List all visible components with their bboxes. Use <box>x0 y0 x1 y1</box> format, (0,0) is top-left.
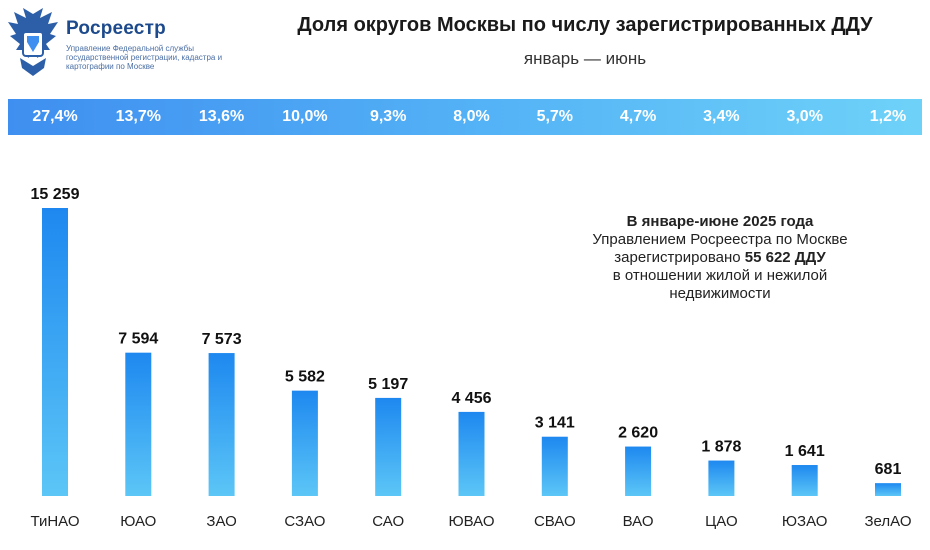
value-label: 3 141 <box>535 415 575 432</box>
bar-ТиНАО <box>42 208 68 496</box>
share-bar: 27,4% 13,7% 13,6% 10,0% 9,3% 8,0% 5,7% 4… <box>8 99 922 135</box>
share-label: 13,7% <box>115 108 161 125</box>
note-line-3: зарегистрировано 55 622 ДДУ <box>540 249 900 267</box>
share-label: 27,4% <box>32 108 78 125</box>
brand-logo: Росреестр Управление Федеральной службы … <box>6 6 236 86</box>
value-label: 1 878 <box>701 439 741 456</box>
value-label: 7 573 <box>202 331 242 348</box>
bar-СВАО <box>541 436 568 496</box>
summary-note: В январе-июне 2025 года Управлением Роср… <box>540 213 900 303</box>
value-label: 5 582 <box>285 369 325 386</box>
value-label: 7 594 <box>118 331 158 348</box>
value-label: 2 620 <box>618 425 658 442</box>
bar-ЦАО <box>708 460 735 496</box>
note-line-5: недвижимости <box>669 285 771 302</box>
category-label: СВАО <box>534 513 576 530</box>
brand-name: Росреестр <box>66 18 166 39</box>
share-label: 13,6% <box>198 108 245 125</box>
bar-ЗелАО <box>875 483 901 496</box>
bar-ВАО <box>625 446 652 496</box>
value-label: 5 197 <box>368 376 408 393</box>
bar-chart: 15 259 ТиНАО 7 594 ЮАО 7 573 ЗАО 5 582 СЗАО 5 19… <box>30 186 912 530</box>
note-line-2: Управлением Росреестра по Москве <box>592 231 848 248</box>
category-label: ЦАО <box>705 513 737 530</box>
category-label: ЮЗАО <box>782 513 828 530</box>
category-label: ЮАО <box>120 513 156 530</box>
note-line-1: В январе-июне 2025 года <box>626 213 814 230</box>
share-label: 4,7% <box>619 108 657 125</box>
share-label: 3,4% <box>703 108 740 125</box>
value-label: 15 259 <box>31 186 80 203</box>
share-label: 9,3% <box>369 108 407 125</box>
share-label: 5,7% <box>536 108 574 125</box>
value-label: 1 641 <box>785 443 825 460</box>
category-label: ЗАО <box>206 513 236 530</box>
share-label: 3,0% <box>786 108 823 125</box>
bar-САО <box>375 397 402 496</box>
chart-subtitle: январь — июнь <box>523 49 647 68</box>
category-label: ЮВАО <box>448 513 494 530</box>
eagle-emblem-icon <box>8 8 58 76</box>
category-label: ЗелАО <box>865 513 912 530</box>
brand-subtitle: Управление Федеральной службы государств… <box>66 44 223 71</box>
bar-ЮАО <box>125 352 152 496</box>
value-label: 4 456 <box>451 390 491 407</box>
bar-ЮЗАО <box>791 465 818 496</box>
category-label: ВАО <box>623 513 654 530</box>
note-total: 55 622 ДДУ <box>744 249 826 266</box>
category-label: САО <box>372 513 404 530</box>
chart-title: Доля округов Москвы по числу зарегистрир… <box>297 14 873 36</box>
category-label: СЗАО <box>284 513 325 530</box>
share-label: 10,0% <box>282 108 328 125</box>
note-line-3-prefix: зарегистрировано <box>614 249 745 266</box>
bar-ЮВАО <box>458 411 485 496</box>
value-label: 681 <box>875 461 902 478</box>
bar-СЗАО <box>291 390 318 496</box>
share-label: 8,0% <box>453 108 490 125</box>
category-label: ТиНАО <box>30 513 79 530</box>
bar-ЗАО <box>208 353 235 496</box>
note-line-4: в отношении жилой и нежилой <box>612 267 828 284</box>
share-label: 1,2% <box>869 108 907 125</box>
